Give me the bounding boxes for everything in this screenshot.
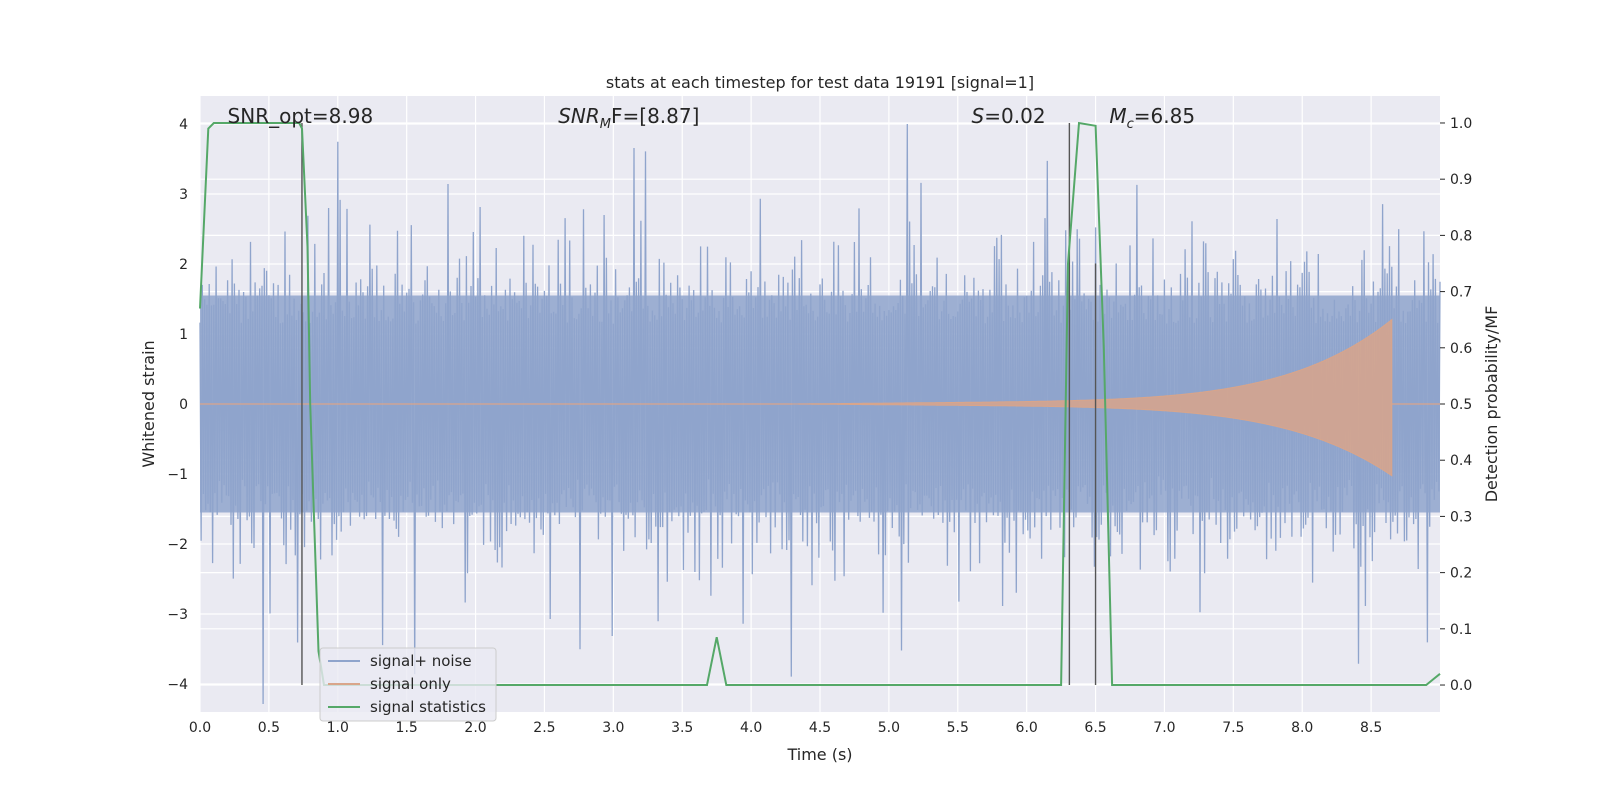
annotation-snr-opt: SNR_opt=8.98 bbox=[228, 104, 374, 128]
annotation-snr-mf: SNRMF=[8.87] bbox=[558, 104, 699, 132]
y-tick-label: 1 bbox=[179, 327, 188, 343]
y-tick-label: 4 bbox=[179, 117, 188, 133]
y-tick-label: 0 bbox=[179, 397, 188, 413]
y-right-tick-label: 0.6 bbox=[1450, 341, 1472, 357]
x-tick-label: 8.0 bbox=[1291, 720, 1313, 736]
y-right-tick-label: 0.4 bbox=[1450, 453, 1472, 469]
chart-title: stats at each timestep for test data 191… bbox=[606, 73, 1034, 92]
x-tick-label: 4.5 bbox=[809, 720, 831, 736]
y-axis-label-left: Whitened strain bbox=[139, 340, 158, 467]
x-tick-label: 4.0 bbox=[740, 720, 762, 736]
y-tick-label: 2 bbox=[179, 257, 188, 273]
x-tick-label: 5.5 bbox=[947, 720, 969, 736]
series-layer bbox=[199, 121, 1441, 705]
annotation-mc-main: M bbox=[1109, 104, 1126, 128]
x-tick-label: 2.5 bbox=[533, 720, 555, 736]
annotation-snr-mf-tail: F=[8.87] bbox=[611, 104, 699, 128]
y-tick-label: −4 bbox=[167, 677, 188, 693]
legend-label-signal-noise: signal+ noise bbox=[370, 652, 472, 670]
x-tick-label: 7.0 bbox=[1153, 720, 1175, 736]
x-axis-label: Time (s) bbox=[786, 745, 852, 764]
y-right-tick-label: 0.2 bbox=[1450, 566, 1472, 582]
x-tick-label: 5.0 bbox=[878, 720, 900, 736]
annotation-snr-mf-main: SNR bbox=[558, 104, 600, 128]
y-right-tick-label: 0.0 bbox=[1450, 678, 1472, 694]
x-tick-label: 1.0 bbox=[327, 720, 349, 736]
y-right-tick-label: 0.5 bbox=[1450, 397, 1472, 413]
y-tick-label: 3 bbox=[179, 187, 188, 203]
series-signal-statistics bbox=[199, 121, 1441, 686]
y-tick-label: −3 bbox=[167, 607, 188, 623]
annotation-s-tail: =0.02 bbox=[984, 104, 1045, 128]
x-tick-label: 6.0 bbox=[1016, 720, 1038, 736]
annotation-s: S=0.02 bbox=[972, 104, 1046, 128]
series-signal-only bbox=[792, 318, 1393, 477]
y-right-tick-label: 0.8 bbox=[1450, 228, 1472, 244]
annotation-mc-sub: c bbox=[1127, 117, 1134, 132]
x-tick-label: 3.0 bbox=[602, 720, 624, 736]
annotations: SNR_opt=8.98 SNRMF=[8.87] S=0.02 Mc=6.85 bbox=[228, 104, 1195, 132]
x-tick-label: 8.5 bbox=[1360, 720, 1382, 736]
y-right-tick-label: 0.7 bbox=[1450, 285, 1472, 301]
annotation-mc: Mc=6.85 bbox=[1109, 104, 1195, 132]
x-tick-label: 3.5 bbox=[671, 720, 693, 736]
x-tick-label: 2.0 bbox=[464, 720, 486, 736]
x-tick-label: 1.5 bbox=[396, 720, 418, 736]
x-tick-label: 6.5 bbox=[1084, 720, 1106, 736]
y-axis-label-right: Detection probability/MF bbox=[1482, 306, 1501, 503]
tick-labels: 0.0 0.5 1.0 1.5 2.0 2.5 3.0 3.5 4.0 4.5 5.0 5.5 6.0 6… bbox=[167, 116, 1472, 736]
legend: signal+ noise signal only signal statist… bbox=[319, 647, 497, 722]
annotation-s-main: S bbox=[972, 104, 985, 128]
legend-box bbox=[319, 647, 497, 722]
y-right-tick-label: 0.3 bbox=[1450, 509, 1472, 525]
x-tick-label: 0.5 bbox=[258, 720, 280, 736]
y-right-tick-label: 0.1 bbox=[1450, 622, 1472, 638]
annotation-snr-mf-sub: M bbox=[600, 117, 611, 132]
series-signal-noise bbox=[199, 123, 1441, 705]
x-tick-label: 0.0 bbox=[189, 720, 211, 736]
y-tick-label: −2 bbox=[167, 537, 188, 553]
y-tick-label: −1 bbox=[167, 467, 188, 483]
y-right-tick-label: 0.9 bbox=[1450, 172, 1472, 188]
x-tick-label: 7.5 bbox=[1222, 720, 1244, 736]
legend-label-signal-statistics: signal statistics bbox=[370, 698, 486, 716]
legend-label-signal-only: signal only bbox=[370, 675, 451, 693]
annotation-mc-tail: =6.85 bbox=[1134, 104, 1195, 128]
y-right-tick-label: 1.0 bbox=[1450, 116, 1472, 132]
